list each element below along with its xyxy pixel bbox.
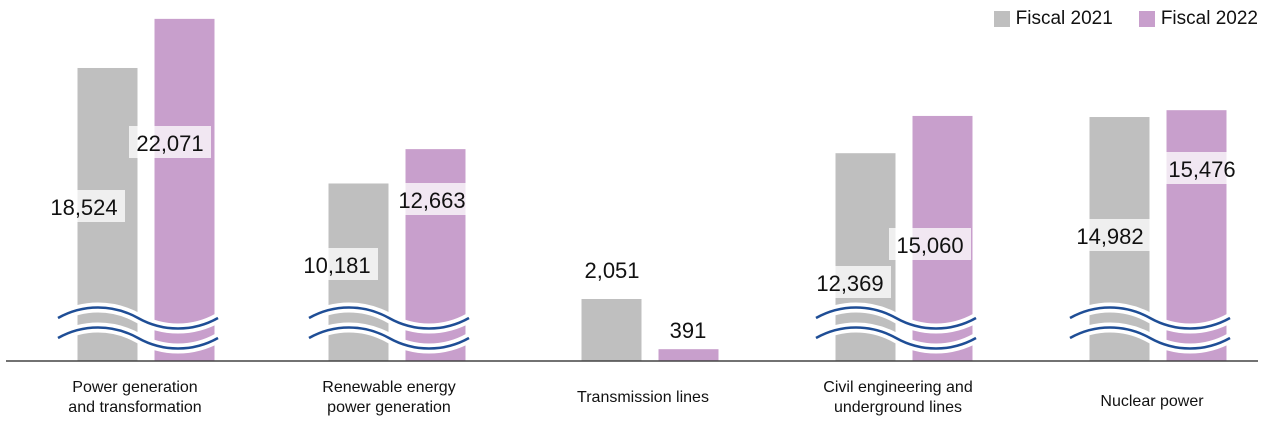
value-label-fiscal-2022-transmission-lines: 391: [670, 318, 707, 343]
value-label-fiscal-2021-civil-engineering: 12,369: [816, 271, 883, 296]
value-label-fiscal-2021-nuclear-power: 14,982: [1076, 224, 1143, 249]
axis-break-wave: [1069, 326, 1231, 350]
value-label-fiscal-2022-civil-engineering: 15,060: [896, 233, 963, 258]
legend-item-fiscal-2022: Fiscal 2022: [1138, 8, 1258, 30]
axis-break-wave: [308, 326, 470, 350]
value-label-bg: [129, 126, 211, 158]
axis-break-wave: [57, 326, 219, 350]
legend-swatch-fiscal-2022: [1138, 11, 1155, 27]
axis-break-wave: [1069, 306, 1231, 330]
bar-fiscal-2022-transmission-lines: [658, 349, 719, 361]
value-label-fiscal-2022-renewable-energy: 12,663: [398, 188, 465, 213]
axis-break-wave: [57, 306, 219, 330]
category-label-nuclear-power: Nuclear power: [1100, 393, 1204, 410]
legend-swatch-fiscal-2021: [993, 11, 1010, 27]
bar-fiscal-2021-transmission-lines: [581, 299, 642, 361]
legend-label-fiscal-2021: Fiscal 2021: [1015, 8, 1113, 29]
legend: Fiscal 2021 Fiscal 2022: [993, 8, 1258, 30]
value-label-fiscal-2021-power-generation: 18,524: [50, 195, 117, 220]
value-label-bg: [809, 266, 891, 298]
category-label-transmission-lines: Transmission lines: [577, 389, 709, 406]
axis-break-wave: [308, 306, 470, 330]
value-label-bg: [296, 248, 378, 280]
value-label-bg: [391, 183, 473, 215]
category-label-power-generation: Power generation and transformation: [68, 379, 202, 416]
value-label-bg: [889, 228, 971, 260]
value-label-bg: [1161, 152, 1243, 184]
value-label-fiscal-2021-transmission-lines: 2,051: [584, 258, 639, 283]
axis-break-wave: [815, 326, 977, 350]
legend-item-fiscal-2021: Fiscal 2021: [993, 8, 1113, 30]
value-label-fiscal-2022-nuclear-power: 15,476: [1168, 157, 1235, 182]
value-label-fiscal-2022-power-generation: 22,071: [136, 131, 203, 156]
category-label-renewable-energy: Renewable energy power generation: [322, 379, 456, 416]
legend-label-fiscal-2022: Fiscal 2022: [1160, 8, 1258, 29]
category-label-civil-engineering: Civil engineering and underground lines: [823, 379, 973, 416]
bar-fiscal-2022-power-generation: [154, 18, 215, 362]
value-label-bg: [1069, 219, 1151, 251]
axis-break-wave: [815, 306, 977, 330]
value-label-fiscal-2021-renewable-energy: 10,181: [303, 253, 370, 278]
value-label-bg: [43, 190, 125, 222]
